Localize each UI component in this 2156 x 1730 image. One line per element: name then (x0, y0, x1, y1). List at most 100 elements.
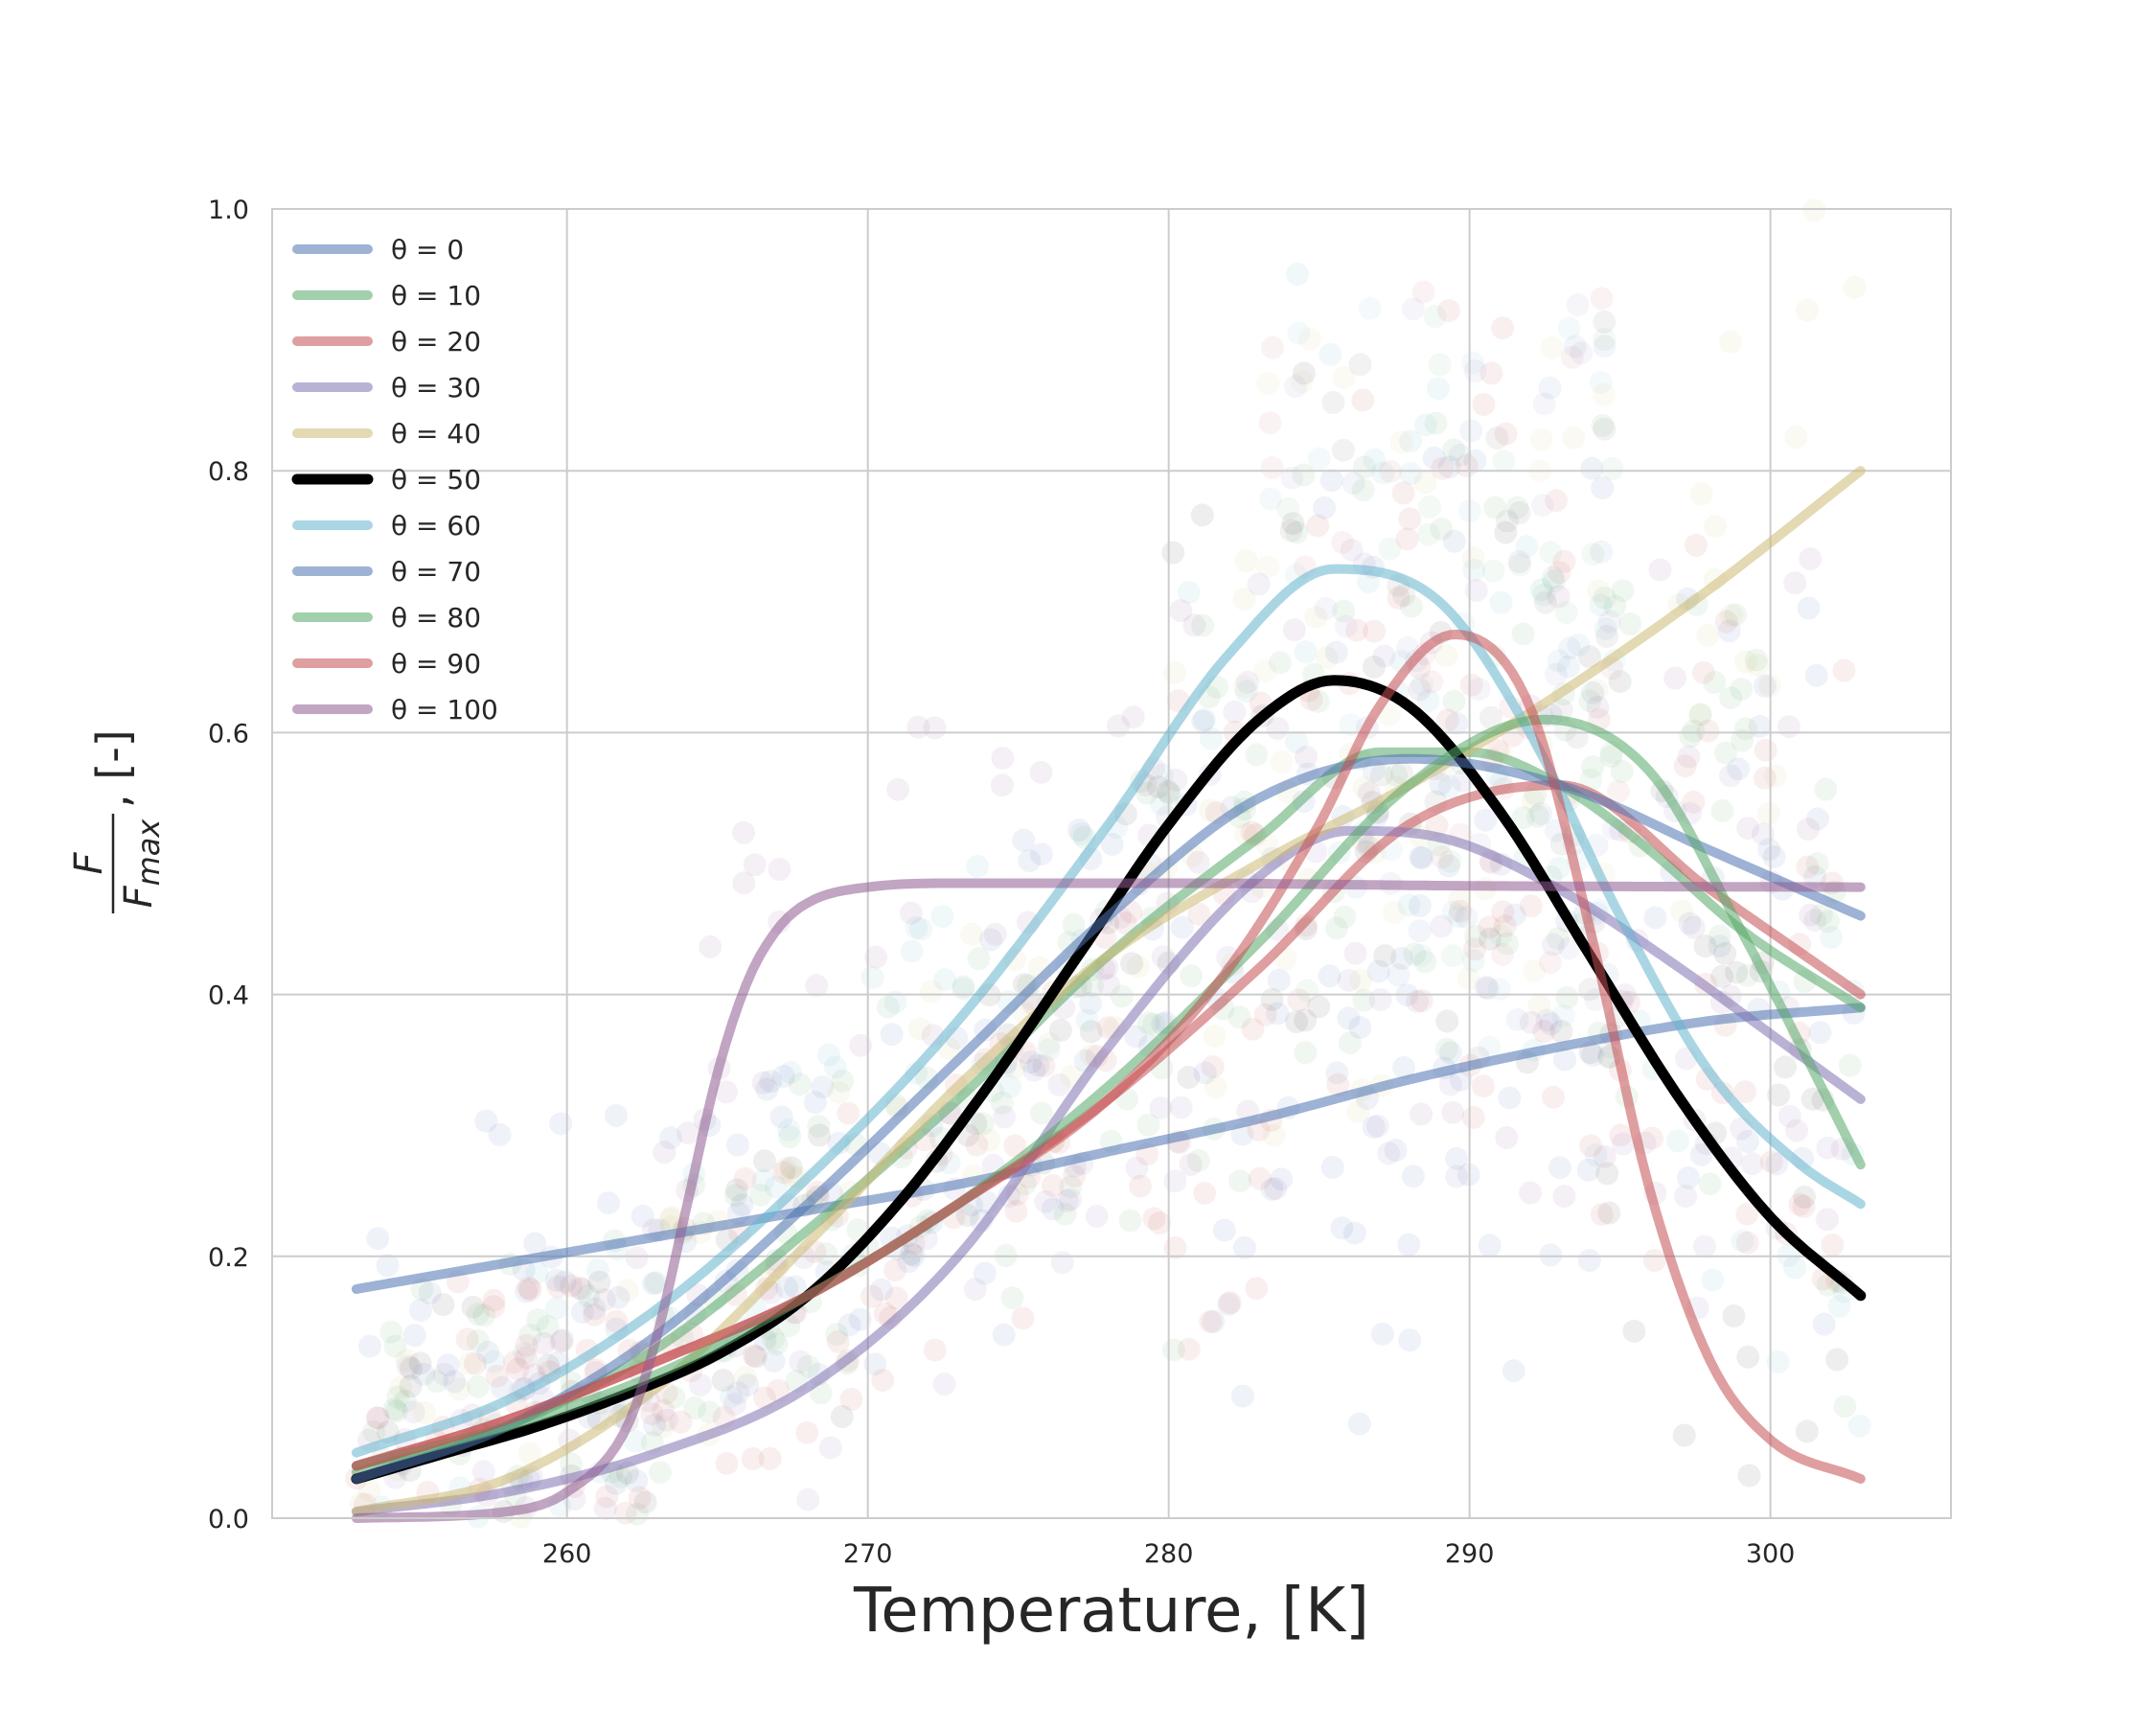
scatter-point (1395, 527, 1419, 551)
scatter-point (1710, 964, 1733, 988)
scatter-point (755, 1077, 779, 1101)
scatter-point (643, 1413, 666, 1437)
scatter-point (1177, 1066, 1201, 1089)
legend-label: θ = 10 (391, 280, 481, 311)
scatter-point (1555, 985, 1579, 1009)
scatter-point (900, 1242, 924, 1266)
scatter-point (1306, 514, 1330, 538)
scatter-point (1812, 1312, 1836, 1336)
scatter-point (1727, 757, 1751, 781)
scatter-point (784, 1275, 807, 1299)
scatter-point (1696, 719, 1720, 743)
scatter-point (979, 928, 1002, 952)
scatter-point (900, 939, 924, 963)
scatter-point (1026, 1053, 1050, 1077)
scatter-point (1595, 1162, 1619, 1186)
scatter-point (1279, 519, 1303, 542)
scatter-point (1032, 1054, 1056, 1078)
scatter-point (1479, 927, 1502, 951)
scatter-point (443, 1370, 467, 1394)
scatter-point (1059, 1188, 1083, 1211)
scatter-point (1431, 456, 1455, 480)
scatter-point (1142, 1207, 1166, 1231)
scatter-point (1234, 549, 1258, 573)
scatter-point (752, 1149, 776, 1173)
scatter-point (1330, 1216, 1354, 1240)
scatter-point (1746, 654, 1770, 677)
scatter-point (592, 1288, 616, 1312)
scatter-point (967, 947, 991, 971)
scatter-point (1259, 487, 1283, 511)
scatter-point (1643, 906, 1667, 930)
scatter-point (732, 871, 756, 895)
scatter-point (1264, 1177, 1288, 1201)
scatter-point (1461, 1105, 1485, 1129)
scatter-point (1731, 728, 1755, 752)
scatter-point (518, 1278, 542, 1302)
scatter-point (662, 1385, 686, 1409)
scatter-point (1610, 759, 1634, 783)
scatter-point (1034, 1189, 1058, 1213)
scatter-point (1507, 501, 1531, 525)
scatter-point (960, 922, 984, 946)
scatter-point (796, 1354, 820, 1378)
scatter-point (732, 820, 755, 844)
scatter-point (1397, 893, 1421, 917)
scatter-point (365, 1406, 389, 1430)
scatter-point (1324, 640, 1348, 664)
scatter-point (726, 1381, 750, 1405)
scatter-point (1304, 605, 1328, 629)
scatter-point (1438, 1073, 1462, 1096)
scatter-point (983, 922, 1007, 946)
scatter-point (751, 1071, 775, 1095)
scatter-point (1342, 1221, 1366, 1245)
scatter-point (544, 1268, 568, 1292)
scatter-point (744, 1345, 768, 1369)
scatter-point (1474, 808, 1498, 832)
scatter-point (1253, 1003, 1277, 1026)
legend-label: θ = 50 (391, 464, 481, 496)
scatter-point (1579, 1134, 1603, 1158)
scatter-point (1785, 1119, 1809, 1142)
y-tick-label: 1.0 (208, 196, 249, 225)
scatter-point (1551, 1003, 1575, 1027)
scatter-point (762, 1349, 786, 1372)
scatter-point (1576, 1158, 1600, 1182)
scatter-point (625, 1468, 649, 1492)
scatter-point (1593, 1144, 1617, 1168)
scatter-point (1581, 680, 1605, 704)
scatter-point (412, 1400, 436, 1424)
scatter-point (1047, 1073, 1071, 1096)
series-line-8 (351, 714, 1866, 1471)
scatter-point (1430, 914, 1454, 938)
scatter-point (711, 1369, 735, 1393)
scatter-point (849, 1033, 873, 1057)
scatter-point (1455, 906, 1479, 930)
scatter-point (1371, 461, 1395, 485)
scatter-point (1463, 359, 1487, 382)
scatter-point (1593, 586, 1617, 610)
scatter-point (1418, 495, 1441, 519)
scatter-point (1491, 943, 1514, 966)
scatter-point (808, 1123, 831, 1147)
scatter-point (1442, 438, 1466, 462)
scatter-point (399, 1356, 423, 1380)
scatter-point (1719, 330, 1742, 354)
scatter-point (1248, 1166, 1272, 1190)
scatter-point (1286, 263, 1309, 287)
scatter-point (1434, 644, 1458, 668)
scatter-point (1719, 764, 1742, 788)
scatter-point (1606, 779, 1630, 803)
scatter-point (1423, 305, 1447, 329)
scatter-point (1838, 1053, 1862, 1077)
scatter-point (1377, 1142, 1401, 1165)
scatter-point (1449, 1068, 1473, 1092)
scatter-point (1492, 450, 1516, 473)
scatter-point (1448, 444, 1472, 467)
scatter-point (1464, 579, 1488, 603)
scatter-point (1352, 455, 1376, 479)
scatter-point (570, 1278, 594, 1302)
scatter-point (1816, 1136, 1840, 1160)
scatter-point (1358, 296, 1382, 320)
